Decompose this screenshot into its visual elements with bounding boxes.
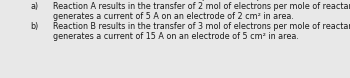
Text: Reaction A results in the transfer of 2 mol of electrons per mole of reactant an: Reaction A results in the transfer of 2 … (53, 2, 350, 11)
Text: for reaction A and reaction B (in mol of reactant per unit area per time)?: for reaction A and reaction B (in mol of… (6, 0, 298, 1)
Text: a): a) (30, 2, 39, 11)
Text: b): b) (30, 22, 39, 31)
Text: Reaction B results in the transfer of 3 mol of electrons per mole of reactant an: Reaction B results in the transfer of 3 … (53, 22, 350, 31)
Text: generates a current of 15 A on an electrode of 5 cm² in area.: generates a current of 15 A on an electr… (53, 32, 299, 41)
Text: generates a current of 5 A on an electrode of 2 cm² in area.: generates a current of 5 A on an electro… (53, 12, 294, 21)
